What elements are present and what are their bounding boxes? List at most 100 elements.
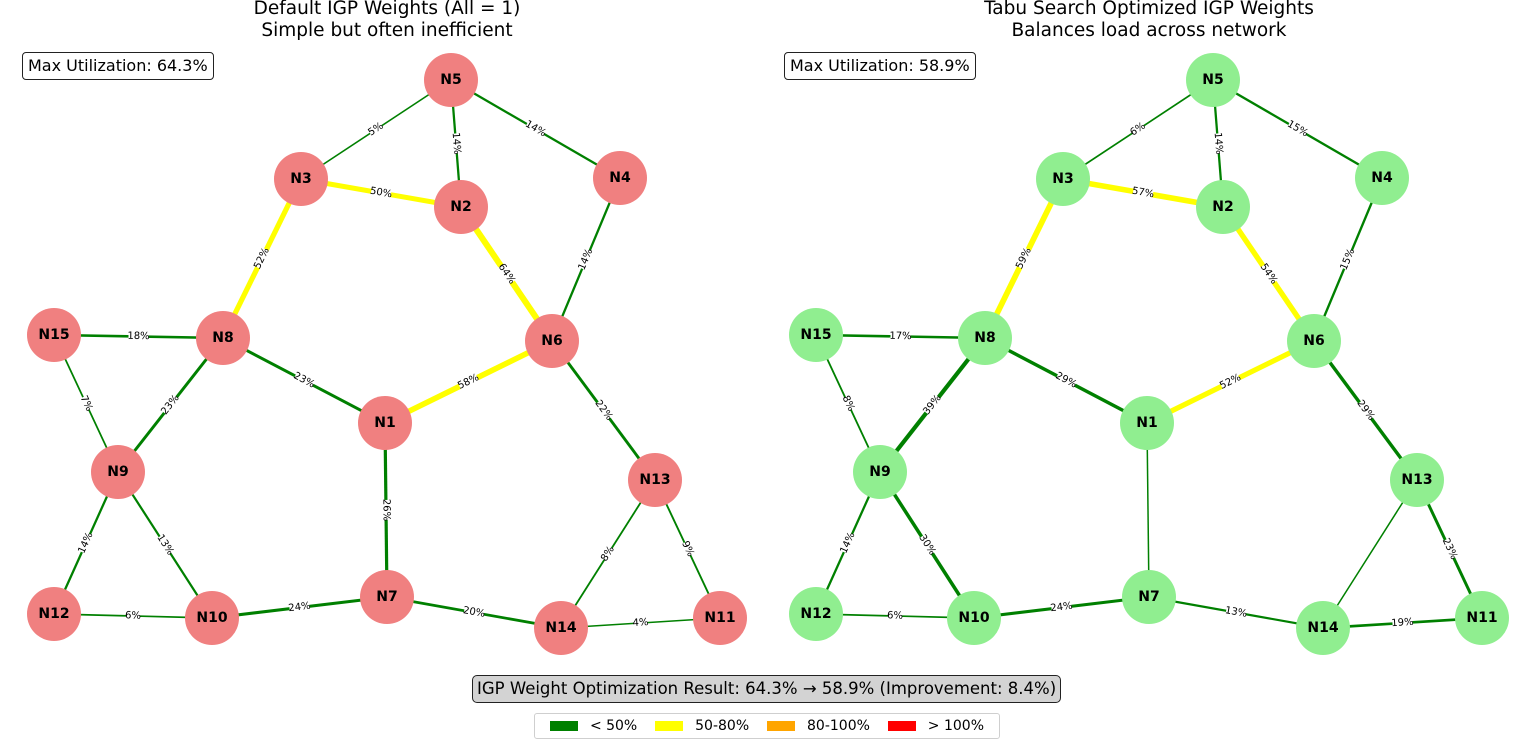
link-label-background xyxy=(125,609,141,623)
left-title-line2: Simple but often inefficient xyxy=(261,20,513,41)
router-label-n14: N14 xyxy=(545,620,576,636)
link-label-n5-n2: 14% xyxy=(450,132,463,155)
router-label-n9: N9 xyxy=(107,464,128,480)
router-node-n15 xyxy=(789,308,843,362)
router-label-n1: N1 xyxy=(1136,415,1157,431)
utilization-legend: < 50% 50-80% 80-100% > 100% xyxy=(534,713,1000,739)
link-label-n7-n14: 20% xyxy=(462,605,486,620)
link-label-background xyxy=(1285,118,1310,140)
router-node-n12 xyxy=(789,587,843,641)
router-label-n4: N4 xyxy=(609,170,631,186)
link-label-n5-n2: 14% xyxy=(1212,132,1225,155)
link-label-background xyxy=(1338,247,1358,272)
router-label-n2: N2 xyxy=(1212,199,1233,215)
link-label-n14-n11: 19% xyxy=(1391,617,1414,629)
link-label-background xyxy=(449,133,463,154)
link-label-background xyxy=(1225,604,1247,621)
link-label-n8-n1: 29% xyxy=(1054,370,1079,390)
legend-item-high: 80-100% xyxy=(767,718,870,734)
router-label-n15: N15 xyxy=(800,327,831,343)
link-label-n1-n7: 26% xyxy=(380,499,391,521)
link-label-background xyxy=(77,394,95,413)
router-node-n6 xyxy=(525,314,579,368)
link-label-background xyxy=(1050,600,1073,615)
router-node-n11 xyxy=(1455,591,1509,645)
link-label-background xyxy=(1257,262,1280,286)
link-label-n5-n3: 5% xyxy=(366,121,385,139)
link-label-background xyxy=(592,398,615,423)
router-node-n1 xyxy=(1120,396,1174,450)
link-label-background xyxy=(128,330,149,343)
router-node-n8 xyxy=(958,311,1012,365)
legend-label-high: 80-100% xyxy=(807,718,870,734)
link-label-background xyxy=(463,604,485,621)
link-label-background xyxy=(1128,120,1148,139)
link-label-n5-n4: 14% xyxy=(523,119,548,140)
router-label-n9: N9 xyxy=(869,464,890,480)
link-label-n9-n10: 13% xyxy=(154,533,175,558)
link-label-n15-n9: 8% xyxy=(840,394,857,413)
link-label-background xyxy=(292,370,316,391)
link-label-n1-n6: 58% xyxy=(456,372,481,392)
router-label-n4: N4 xyxy=(1371,170,1393,186)
link-label-background xyxy=(523,118,548,140)
router-label-n11: N11 xyxy=(704,610,735,626)
router-label-n8: N8 xyxy=(212,330,233,346)
network-graphs: N1 N2 N3 N4 N5 N6 N7 N8 N9 N10 N11 N12 N13 N14 N15 5% 14… xyxy=(27,53,1509,655)
router-node-n5 xyxy=(1186,53,1240,107)
router-node-n3 xyxy=(274,152,328,206)
default-weights-graph: N1 N2 N3 N4 N5 N6 N7 N8 N9 N10 N11 N12 N13 N14 N15 5% 14… xyxy=(27,53,747,655)
edge-label-layer: 5%14%14%50%52%64%14%18%7% 23%23% 58%22%26%… xyxy=(76,118,696,630)
link-label-background xyxy=(76,531,96,555)
link-label-n13-n11: 23% xyxy=(1440,537,1459,562)
router-node-n4 xyxy=(593,151,647,205)
link-label-n15-n9: 7% xyxy=(78,394,95,413)
router-node-n14 xyxy=(534,601,588,655)
right-title-line2: Balances load across network xyxy=(1011,20,1287,41)
router-node-n13 xyxy=(628,453,682,507)
link-label-n14-n11: 4% xyxy=(632,617,649,629)
node-layer: N1 N2 N3 N4 N5 N6 N7 N8 N9 N10 N11 N12 N13 N14 N15 xyxy=(27,53,747,655)
link-label-n7-n14: 13% xyxy=(1224,605,1248,620)
link-label-n5-n4: 15% xyxy=(1285,119,1310,140)
link-label-background xyxy=(921,393,944,417)
link-label-n3-n8: 52% xyxy=(252,246,272,271)
link-label-background xyxy=(599,544,617,564)
legend-label-overload: > 100% xyxy=(927,718,985,734)
router-node-n13 xyxy=(1390,453,1444,507)
router-label-n5: N5 xyxy=(440,72,461,88)
router-node-n10 xyxy=(185,591,239,645)
router-node-n7 xyxy=(1122,570,1176,624)
link-label-background xyxy=(495,262,518,286)
router-label-n5: N5 xyxy=(1202,72,1223,88)
router-node-n4 xyxy=(1355,151,1409,205)
link-label-background xyxy=(633,616,648,630)
router-label-n3: N3 xyxy=(1052,171,1073,187)
link-label-background xyxy=(1054,370,1078,391)
link-label-n13-n11: 9% xyxy=(679,539,696,558)
router-node-n9 xyxy=(853,445,907,499)
link-label-background xyxy=(366,120,386,139)
router-node-n6 xyxy=(1287,314,1341,368)
legend-item-overload: > 100% xyxy=(887,718,985,734)
link-label-background xyxy=(890,330,911,343)
link-label-background xyxy=(252,246,272,271)
link-label-n10-n7: 24% xyxy=(1050,601,1073,615)
router-node-n3 xyxy=(1036,152,1090,206)
left-panel-title: Default IGP Weights (All = 1) Simple but… xyxy=(127,0,647,42)
edge-label-layer: 6%14%15%57%59%54%15%17%8% 39%29% 52%29%14%… xyxy=(838,119,1459,630)
router-node-n12 xyxy=(27,587,81,641)
legend-swatch-medium xyxy=(655,721,684,731)
router-label-n10: N10 xyxy=(196,610,227,626)
link-label-background xyxy=(1392,616,1413,630)
right-panel-title: Tabu Search Optimized IGP Weights Balanc… xyxy=(889,0,1409,42)
link-label-background xyxy=(1211,133,1225,154)
router-node-n2 xyxy=(434,180,488,234)
link-label-background xyxy=(456,372,481,392)
router-label-n8: N8 xyxy=(974,330,995,346)
link-label-n15-n8: 17% xyxy=(889,331,911,342)
link-label-background xyxy=(159,393,182,417)
link-label-background xyxy=(154,533,176,557)
router-label-n1: N1 xyxy=(374,415,395,431)
left-max-utilization: Max Utilization: 64.3% xyxy=(22,52,214,80)
